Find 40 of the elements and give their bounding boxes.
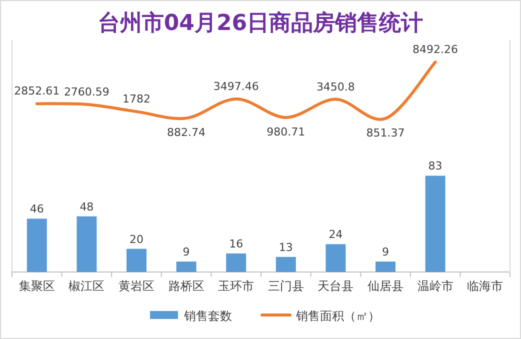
bar bbox=[425, 176, 446, 272]
data-label: 24 bbox=[328, 228, 343, 242]
data-label: 20 bbox=[130, 232, 144, 246]
x-tick-label: 玉环市 bbox=[218, 279, 254, 293]
x-tick-label: 仙居县 bbox=[368, 279, 404, 293]
bar bbox=[76, 216, 97, 272]
x-tick-label: 椒江区 bbox=[68, 279, 105, 293]
data-label: 46 bbox=[30, 202, 44, 216]
bar bbox=[276, 256, 296, 272]
legend-label: 销售面积（㎡） bbox=[295, 309, 380, 323]
bar bbox=[26, 218, 47, 272]
data-label: 9 bbox=[182, 246, 190, 259]
data-label: 13 bbox=[278, 240, 293, 254]
bar bbox=[176, 262, 196, 272]
data-label: 3450.8 bbox=[316, 80, 355, 94]
x-tick-label: 路桥区 bbox=[168, 279, 204, 293]
data-label: 2760.59 bbox=[64, 85, 110, 98]
x-tick-label: 集聚区 bbox=[18, 279, 55, 293]
data-label: 851.37 bbox=[366, 126, 405, 140]
chart-title: 台州市04月26日商品房销售统计 bbox=[98, 10, 424, 36]
data-label: 882.74 bbox=[167, 126, 206, 140]
bar bbox=[226, 253, 246, 272]
data-label: 83 bbox=[428, 160, 442, 173]
data-label: 8492.26 bbox=[412, 43, 458, 56]
bar bbox=[326, 244, 346, 272]
data-label: 1782 bbox=[122, 92, 150, 106]
data-label: 9 bbox=[382, 246, 389, 259]
data-label: 48 bbox=[80, 200, 94, 214]
data-label: 980.71 bbox=[266, 125, 306, 138]
x-tick-label: 温岭市 bbox=[417, 279, 454, 293]
data-label: 3497.46 bbox=[213, 80, 259, 93]
x-tick-label: 天台县 bbox=[318, 279, 354, 293]
data-label: 2852.61 bbox=[14, 84, 60, 98]
x-tick-label: 黄岩区 bbox=[118, 279, 154, 293]
x-tick-label: 三门县 bbox=[268, 279, 304, 293]
x-tick-label: 临海市 bbox=[467, 279, 504, 293]
legend-label: 销售套数 bbox=[183, 309, 232, 323]
data-label: 16 bbox=[229, 237, 244, 250]
bar bbox=[376, 262, 396, 272]
bar bbox=[126, 248, 146, 272]
